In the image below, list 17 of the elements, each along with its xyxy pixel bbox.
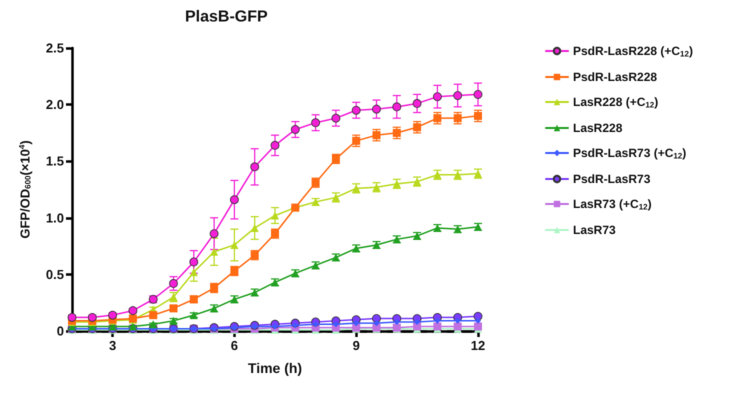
- y-tick-label: 0.5: [46, 266, 64, 282]
- legend-label: LasR73: [573, 223, 616, 237]
- legend-label: PsdR-LasR73: [573, 172, 651, 186]
- x-tick-label: 12: [470, 338, 486, 353]
- legend-label: LasR228: [573, 121, 623, 135]
- y-tick-label: 2.5: [46, 40, 64, 56]
- y-tick-label: 2.0: [46, 97, 64, 112]
- x-axis-title: Time (h): [248, 360, 302, 376]
- y-tick-label: 0: [56, 324, 64, 338]
- y-tick-label: 1.0: [46, 210, 64, 226]
- y-axis-title: GFP/OD600(×104): [18, 140, 32, 239]
- chart-title: PlasB-GFP: [185, 8, 268, 26]
- y-tick-label: 1.5: [46, 154, 64, 169]
- x-tick-label: 6: [230, 338, 238, 353]
- x-tick-label: 3: [108, 338, 116, 353]
- legend-label: PsdR-LasR228: [573, 70, 658, 84]
- x-tick-label: 9: [352, 338, 360, 353]
